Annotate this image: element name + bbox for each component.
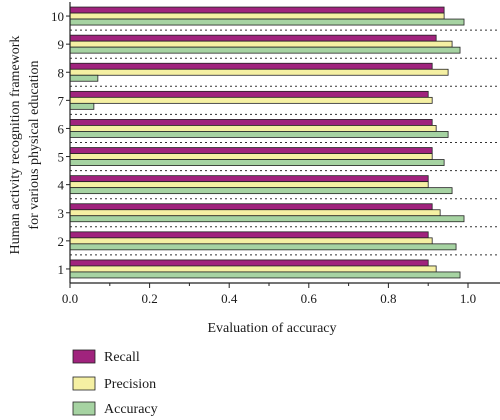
bar-accuracy-2	[69, 243, 457, 251]
bar-accuracy-1	[69, 271, 461, 279]
legend-swatch-recall	[72, 349, 96, 364]
x-tick-label: 1.0	[460, 291, 476, 306]
y-tick-label: 3	[58, 206, 65, 221]
bar-precision-6	[69, 125, 437, 132]
y-tick-label: 4	[58, 178, 65, 193]
legend: Recall Precision Accuracy	[72, 349, 158, 417]
legend-swatch-accuracy	[72, 401, 96, 416]
y-tick-label: 9	[58, 37, 65, 52]
bar-recall-6	[69, 119, 433, 126]
bar-precision-8	[69, 68, 449, 76]
bar-recall-5	[69, 147, 433, 154]
y-tick-label: 1	[58, 262, 65, 277]
bar-recall-1	[69, 259, 429, 267]
y-axis-label: Human activity recognition framework for…	[8, 36, 42, 255]
x-axis-label: Evaluation of accuracy	[207, 321, 336, 336]
bar-precision-1	[69, 265, 437, 273]
bars	[69, 6, 465, 279]
y-tick-label: 5	[58, 150, 65, 165]
y-axis-label-line2: for various physical education	[27, 60, 42, 229]
legend-label-accuracy: Accuracy	[104, 402, 158, 417]
y-tick-label: 2	[58, 234, 65, 249]
bar-recall-8	[69, 62, 433, 70]
y-tick-label: 6	[58, 121, 65, 136]
bar-accuracy-3	[69, 215, 465, 223]
y-tick-label: 7	[58, 93, 65, 108]
y-tick-label: 10	[51, 9, 64, 24]
x-tick-label: 0.4	[221, 291, 238, 306]
bar-accuracy-7	[69, 102, 95, 110]
x-tick-label: 0.2	[141, 291, 157, 306]
x-tick-label: 0.8	[380, 291, 396, 306]
legend-label-recall: Recall	[104, 350, 140, 365]
bar-precision-4	[69, 181, 429, 189]
bar-recall-10	[69, 6, 445, 14]
bar-precision-9	[69, 40, 453, 48]
bar-accuracy-5	[69, 159, 445, 166]
y-axis-label-line1: Human activity recognition framework	[8, 36, 23, 255]
x-tick-label: 0.6	[301, 291, 318, 306]
legend-label-precision: Precision	[104, 377, 156, 392]
axes: 1 2 3 4 5 6 7 8 9 10 0.0 0.2 0.4 0.6 0.8 1.0	[51, 2, 500, 306]
bar-accuracy-10	[69, 18, 465, 26]
bar-accuracy-9	[69, 46, 461, 54]
bar-precision-3	[69, 209, 441, 217]
bar-accuracy-6	[69, 131, 449, 138]
bar-recall-9	[69, 34, 437, 42]
bar-precision-10	[69, 12, 445, 20]
bar-precision-2	[69, 237, 433, 245]
bar-accuracy-4	[69, 187, 453, 195]
bar-precision-7	[69, 96, 433, 104]
y-tick-label: 8	[58, 65, 65, 80]
x-tick-label: 0.0	[62, 291, 78, 306]
grid-lines	[70, 29, 500, 256]
bar-accuracy-8	[69, 74, 99, 82]
bar-recall-7	[69, 90, 429, 98]
bar-recall-3	[69, 203, 433, 211]
legend-swatch-precision	[72, 376, 96, 391]
bar-precision-5	[69, 153, 433, 160]
bar-recall-4	[69, 175, 429, 183]
bar-recall-2	[69, 231, 429, 239]
